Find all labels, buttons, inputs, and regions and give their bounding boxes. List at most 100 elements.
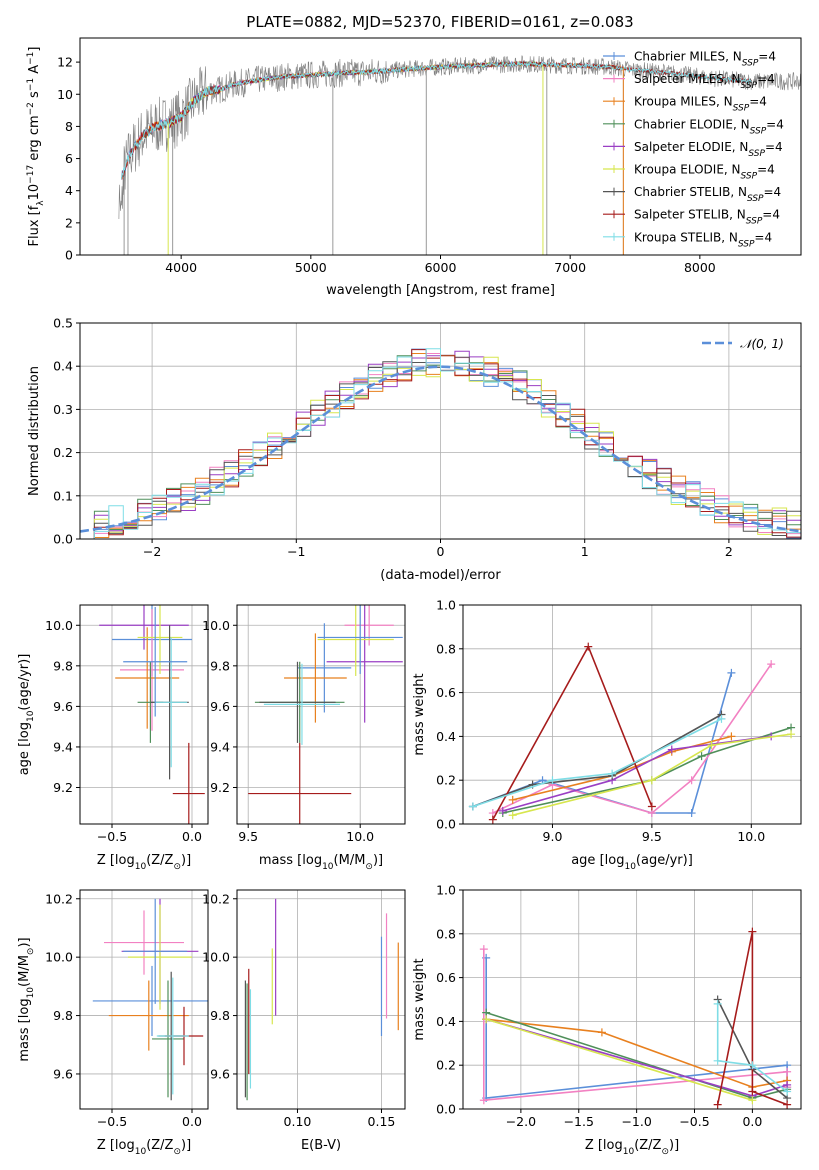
weight-marker bbox=[783, 1100, 792, 1109]
x-tick-label: 9.0 bbox=[543, 829, 563, 844]
plot-area bbox=[479, 927, 792, 1109]
y-tick-label: 6 bbox=[65, 151, 73, 166]
y-tick-label: 0.3 bbox=[53, 402, 73, 417]
y-tick-label: 0.2 bbox=[53, 445, 73, 460]
y-tick-label: 9.6 bbox=[210, 1066, 230, 1081]
weight-marker bbox=[767, 660, 776, 669]
y-axis-label: mass weight bbox=[412, 673, 427, 755]
y-tick-label: 9.2 bbox=[53, 780, 73, 795]
plot-area bbox=[99, 605, 205, 824]
weight-series bbox=[485, 1018, 753, 1101]
y-axis-label: Normed distribution bbox=[27, 366, 42, 496]
x-tick-label: 10.0 bbox=[737, 829, 765, 844]
weight-marker bbox=[498, 806, 507, 815]
weight-series bbox=[472, 718, 722, 808]
y-tick-label: 9.6 bbox=[53, 699, 73, 714]
x-tick-label: −1 bbox=[287, 544, 305, 559]
weight-marker bbox=[783, 1067, 792, 1076]
y-tick-label: 9.8 bbox=[53, 1008, 73, 1023]
weight-marker bbox=[548, 776, 557, 785]
y-tick-label: 0.0 bbox=[53, 532, 73, 547]
weight-series bbox=[502, 726, 792, 814]
plot-area bbox=[118, 55, 801, 255]
legend-entry: Kroupa STELIB, NSSP=4 bbox=[634, 230, 772, 249]
y-axis-label: Flux [fλ10−17 erg cm−2 s−1 A−1] bbox=[26, 47, 46, 247]
plot-area bbox=[248, 605, 403, 824]
y-tick-label: 10.2 bbox=[45, 891, 73, 906]
weight-marker bbox=[508, 795, 517, 804]
z-vs-mass-panel: −0.5 0.0 9.6 9.8 10.0 10.2 Z [log10(Z/Z⊙)] mass… bbox=[17, 889, 209, 1157]
plot-area bbox=[80, 348, 801, 539]
legend-entry: 𝒩(0, 1) bbox=[740, 337, 784, 351]
y-tick-label: 9.4 bbox=[210, 739, 230, 754]
model-spectrum bbox=[121, 60, 624, 180]
axes-frame bbox=[236, 604, 406, 825]
y-tick-label: 0.6 bbox=[436, 970, 456, 985]
weight-marker bbox=[748, 927, 757, 936]
y-tick-label: 0.2 bbox=[436, 1058, 456, 1073]
x-tick-label: −0.5 bbox=[97, 1114, 127, 1129]
mass-vs-age-panel: 9.5 10.0 9.2 9.4 9.6 9.8 10.0 mass [log10(M/M⊙)… bbox=[202, 604, 406, 872]
legend-entry: Chabrier ELODIE, NSSP=4 bbox=[634, 117, 784, 136]
model-spectrum bbox=[121, 60, 624, 180]
x-tick-label: −1.5 bbox=[564, 1114, 594, 1129]
weight-marker bbox=[713, 999, 722, 1008]
x-axis-label: wavelength [Angstrom, rest frame] bbox=[326, 283, 555, 298]
weight-series bbox=[472, 713, 722, 808]
x-tick-label: 2 bbox=[725, 544, 733, 559]
axes-frame bbox=[462, 604, 802, 825]
y-tick-label: 9.8 bbox=[210, 1008, 230, 1023]
weight-marker bbox=[647, 802, 656, 811]
weight-marker bbox=[748, 1096, 757, 1105]
weight-marker bbox=[597, 1028, 606, 1037]
y-tick-label: 0.5 bbox=[53, 316, 73, 331]
x-tick-label: 9.5 bbox=[238, 829, 258, 844]
y-tick-label: 0.2 bbox=[436, 773, 456, 788]
z-vs-weight-panel: −2.0 −1.5 −1.0 −0.5 0.0 0.0 0.2 0.4 0.6 0.8 1.0 Z [… bbox=[412, 883, 802, 1157]
x-tick-label: 0.0 bbox=[182, 1114, 202, 1129]
x-axis-label: Z [log10(Z/Z⊙)] bbox=[97, 1138, 191, 1157]
y-tick-label: 0 bbox=[65, 248, 73, 263]
weight-marker bbox=[707, 741, 716, 750]
x-tick-label: 5000 bbox=[295, 260, 327, 275]
x-tick-label: 6000 bbox=[425, 260, 457, 275]
histogram-series bbox=[80, 348, 801, 539]
z-vs-age-panel: −0.5 0.0 9.2 9.4 9.6 9.8 10.0 Z [log10(Z/Z⊙)] ag… bbox=[17, 604, 209, 872]
weight-series bbox=[716, 931, 788, 1106]
age-vs-weight-panel: 9.0 9.5 10.0 0.0 0.2 0.4 0.6 0.8 1.0 age [log10(a… bbox=[412, 598, 802, 872]
ebv-vs-mass-panel: 0.10 0.15 9.6 9.8 10.0 10.2 E(B-V) bbox=[202, 889, 406, 1153]
x-tick-label: 1 bbox=[581, 544, 589, 559]
weight-marker bbox=[697, 752, 706, 761]
weight-marker bbox=[713, 1056, 722, 1065]
plot-area bbox=[92, 898, 208, 1101]
weight-marker bbox=[717, 714, 726, 723]
y-tick-label: 10.2 bbox=[202, 891, 230, 906]
model-spectrum bbox=[121, 60, 753, 180]
y-tick-label: 0.0 bbox=[436, 817, 456, 832]
weight-series bbox=[492, 663, 772, 814]
model-spectrum bbox=[121, 60, 753, 180]
x-axis-label: mass [log10(M/M⊙)] bbox=[259, 853, 383, 872]
x-tick-label: −0.5 bbox=[679, 1114, 709, 1129]
x-tick-label: 0.15 bbox=[368, 1114, 396, 1129]
weight-marker bbox=[584, 642, 593, 651]
y-tick-label: 10.0 bbox=[45, 950, 73, 965]
y-tick-label: 9.6 bbox=[210, 699, 230, 714]
x-tick-label: −1.0 bbox=[621, 1114, 651, 1129]
legend-entry: Kroupa MILES, NSSP=4 bbox=[634, 95, 767, 114]
y-tick-label: 10 bbox=[57, 87, 73, 102]
x-tick-label: 10.0 bbox=[346, 829, 374, 844]
weight-marker bbox=[727, 668, 736, 677]
normal-curve bbox=[80, 365, 801, 533]
legend-entry: Chabrier MILES, NSSP=4 bbox=[634, 50, 776, 69]
legend-entry: Kroupa ELODIE, NSSP=4 bbox=[634, 163, 775, 182]
legend-entry: Chabrier STELIB, NSSP=4 bbox=[634, 185, 781, 204]
legend: 𝒩(0, 1) bbox=[702, 337, 784, 351]
x-tick-label: −2.0 bbox=[506, 1114, 536, 1129]
x-tick-label: 0.0 bbox=[742, 1114, 762, 1129]
x-tick-label: 0.0 bbox=[182, 829, 202, 844]
weight-series bbox=[716, 1003, 788, 1093]
y-tick-label: 0.4 bbox=[436, 729, 456, 744]
x-tick-label: 0 bbox=[437, 544, 445, 559]
y-tick-label: 0.1 bbox=[53, 488, 73, 503]
